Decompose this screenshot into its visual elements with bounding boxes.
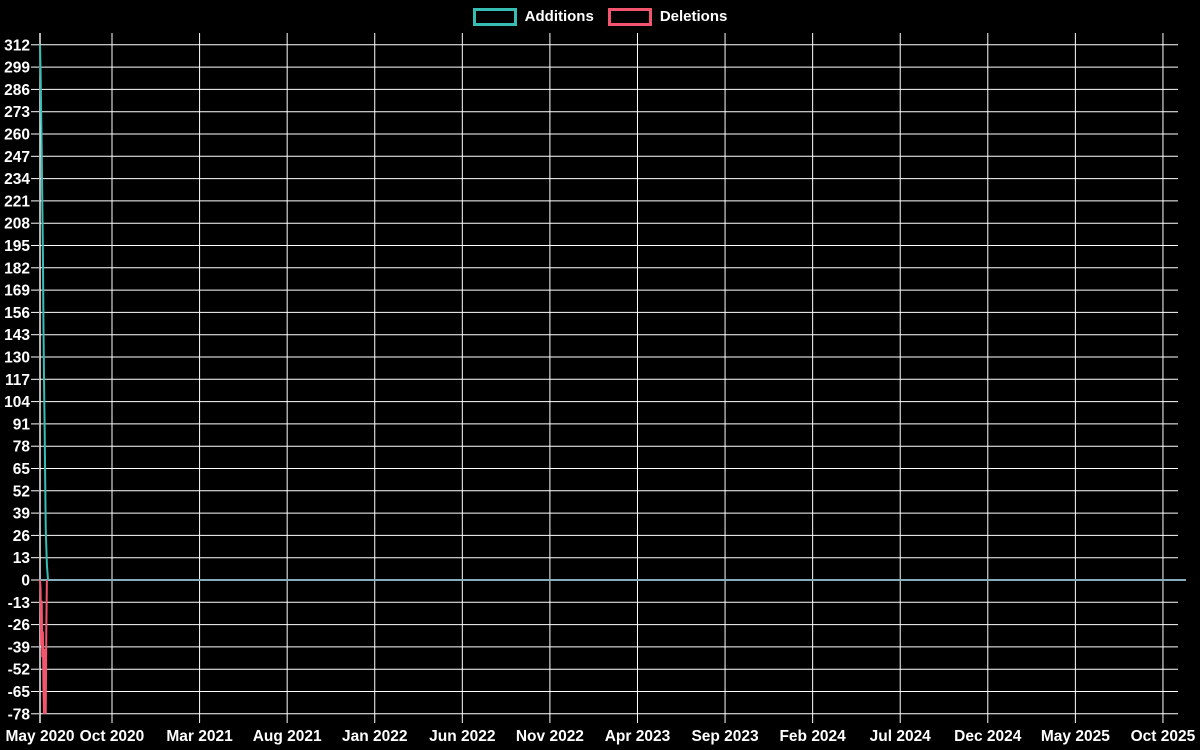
y-tick-label: 286 xyxy=(4,82,30,99)
x-tick-label: Feb 2024 xyxy=(779,728,846,745)
y-tick-label: 247 xyxy=(4,149,30,166)
x-tick-label: Dec 2024 xyxy=(954,728,1022,745)
y-tick-label: 117 xyxy=(5,372,30,389)
x-tick-label: Oct 2020 xyxy=(80,728,145,745)
chart-legend: Additions Deletions xyxy=(0,6,1200,28)
y-tick-labels: 3122992862732602472342212081951821691561… xyxy=(4,37,30,723)
additions-line xyxy=(39,44,50,581)
x-tick-label: May 2025 xyxy=(1041,728,1110,745)
y-tick-label: -52 xyxy=(8,662,30,679)
y-tick-label: 273 xyxy=(4,104,30,121)
y-tick-label: 104 xyxy=(4,394,30,411)
additions-legend-label: Additions xyxy=(524,8,594,25)
y-tick-label: 78 xyxy=(13,439,31,456)
additions-swatch xyxy=(472,8,517,26)
y-tick-label: 195 xyxy=(4,238,30,255)
y-tick-label: 39 xyxy=(13,506,31,523)
y-tick-label: 65 xyxy=(13,461,31,478)
y-tick-label: -78 xyxy=(8,706,31,723)
x-tick-labels: May 2020 Oct 2020 Mar 2021 Aug 2021 Jan 2022… xyxy=(6,728,1196,745)
deletions-legend-label: Deletions xyxy=(659,8,728,25)
y-tick-label: 208 xyxy=(4,216,30,233)
x-tick-label: Jan 2022 xyxy=(342,728,408,745)
x-tick-label: Jul 2024 xyxy=(870,728,932,745)
x-tick-label: Nov 2022 xyxy=(516,728,584,745)
x-tick-label: Sep 2023 xyxy=(691,728,759,745)
x-tick-label: Mar 2021 xyxy=(166,728,233,745)
y-tick-label: 143 xyxy=(4,327,30,344)
x-tick-label: May 2020 xyxy=(6,728,75,745)
y-tick-label: 234 xyxy=(4,171,30,188)
legend-item-deletions[interactable]: Deletions xyxy=(607,8,728,26)
y-tick-label: -39 xyxy=(8,639,31,656)
y-tick-label: 260 xyxy=(4,127,30,144)
y-tick-label: 26 xyxy=(13,528,31,545)
y-tick-label: 130 xyxy=(4,350,30,367)
y-tick-label: 169 xyxy=(4,283,30,300)
y-tick-label: 156 xyxy=(4,305,30,322)
y-tick-label: -13 xyxy=(8,595,31,612)
deletions-line xyxy=(39,579,48,714)
y-tick-label: 221 xyxy=(4,193,30,210)
x-tick-label: Oct 2025 xyxy=(1131,728,1196,745)
y-tick-label: 299 xyxy=(4,60,30,77)
y-tick-label: -65 xyxy=(8,684,31,701)
y-tick-label: 182 xyxy=(4,260,30,277)
y-tick-label: 13 xyxy=(13,550,31,567)
y-tick-label: 52 xyxy=(13,483,30,500)
y-tick-label: 312 xyxy=(4,37,30,54)
y-tick-label: 0 xyxy=(21,573,30,590)
x-tick-label: Apr 2023 xyxy=(605,728,671,745)
vertical-gridlines xyxy=(39,33,1164,723)
deletions-swatch xyxy=(607,8,652,26)
x-tick-label: Aug 2021 xyxy=(253,728,322,745)
y-tick-label: -26 xyxy=(8,617,31,634)
x-tick-label: Jun 2022 xyxy=(429,728,495,745)
y-tick-label: 91 xyxy=(13,416,31,433)
legend-item-additions[interactable]: Additions xyxy=(472,8,594,26)
horizontal-gridlines xyxy=(31,44,1178,715)
